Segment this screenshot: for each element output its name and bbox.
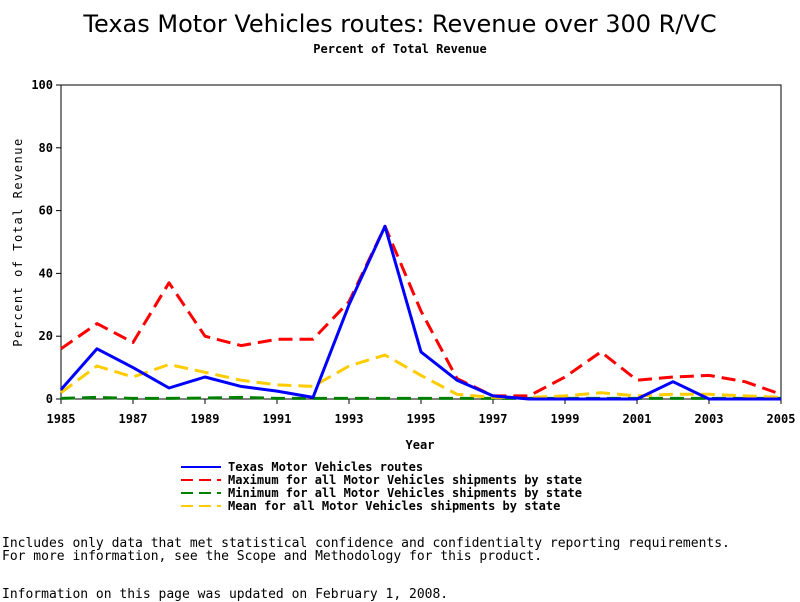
legend-label-2: Maximum for all Motor Vehicles shipments… <box>228 473 582 487</box>
x-tick-label: 1989 <box>191 412 220 426</box>
y-tick-label: 60 <box>39 204 53 218</box>
x-tick-label: 2005 <box>767 412 796 426</box>
chart-subtitle: Percent of Total Revenue <box>313 42 486 56</box>
series-line-1 <box>59 224 781 401</box>
y-tick-label: 20 <box>39 329 53 343</box>
chart-title: Texas Motor Vehicles routes: Revenue ove… <box>82 10 716 38</box>
x-tick-label: 1999 <box>551 412 580 426</box>
x-tick-label: 1997 <box>479 412 508 426</box>
x-tick-label: 1987 <box>119 412 148 426</box>
footnote-confidence: Includes only data that met statistical … <box>2 536 730 551</box>
series-line-4 <box>60 353 782 399</box>
y-tick-label: 100 <box>31 78 53 92</box>
legend-label-4: Mean for all Motor Vehicles shipments by… <box>228 499 560 513</box>
legend-label-1: Texas Motor Vehicles routes <box>228 460 423 474</box>
x-tick-label: 1993 <box>335 412 364 426</box>
x-tick-label: 2003 <box>695 412 724 426</box>
series-line-2 <box>60 224 782 398</box>
x-axis-label: Year <box>406 438 435 452</box>
x-tick-label: 1991 <box>263 412 292 426</box>
x-tick-label: 2001 <box>623 412 652 426</box>
y-tick-label: 80 <box>39 141 53 155</box>
series-line-3 <box>60 395 781 400</box>
x-tick-label: 1995 <box>407 412 436 426</box>
footnote-methodology: For more information, see the Scope and … <box>2 549 543 564</box>
x-tick-label: 1985 <box>47 412 76 426</box>
legend-label-3: Minimum for all Motor Vehicles shipments… <box>228 486 582 500</box>
footnote-updated: Information on this page was updated on … <box>2 587 449 602</box>
y-axis-label: Percent of Total Revenue <box>11 137 25 346</box>
y-tick-label: 0 <box>46 392 53 406</box>
y-tick-label: 40 <box>39 266 53 280</box>
